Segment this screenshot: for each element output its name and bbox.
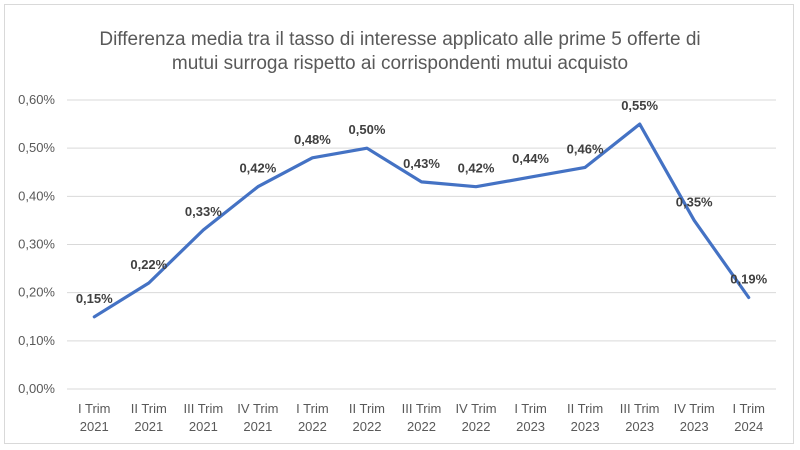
y-axis-ticks: 0,00% 0,10% 0,20% 0,30% 0,40% 0,50% 0,60% [18, 92, 55, 396]
series-layer [92, 122, 751, 319]
data-label: 0,35% [676, 194, 713, 209]
data-labels: 0,15% 0,22% 0,33% 0,42% 0,48% 0,50% 0,43% 0,42%… [76, 98, 768, 306]
x-tick-label: II Trim 2023 [567, 401, 603, 434]
y-tick-label: 0,30% [18, 237, 55, 252]
y-tick-label: 0,40% [18, 188, 55, 203]
x-tick-label: IV Trim 2021 [237, 401, 278, 434]
x-tick-label: IV Trim 2023 [674, 401, 715, 434]
x-tick-label: II Trim 2022 [349, 401, 385, 434]
data-label: 0,44% [512, 151, 549, 166]
series-line [92, 122, 751, 319]
chart-title-line-1: Differenza media tra il tasso di interes… [99, 29, 701, 50]
chart-title-line-2: mutui surroga rispetto ai corrispondenti… [171, 53, 629, 74]
data-label: 0,22% [130, 257, 167, 272]
y-tick-label: 0,20% [18, 285, 55, 300]
x-tick-label: I Trim 2023 [514, 401, 547, 434]
data-label: 0,19% [730, 271, 767, 286]
data-label: 0,42% [239, 161, 276, 176]
data-label: 0,15% [76, 291, 113, 306]
y-tick-label: 0,50% [18, 140, 55, 155]
x-tick-label: III Trim 2023 [620, 401, 660, 434]
x-tick-label: II Trim 2021 [131, 401, 167, 434]
data-label: 0,55% [621, 98, 658, 113]
y-tick-label: 0,60% [18, 92, 55, 107]
chart-title: Differenza media tra il tasso di interes… [0, 28, 800, 76]
x-tick-label: I Trim 2021 [78, 401, 111, 434]
data-label: 0,33% [185, 204, 222, 219]
data-label: 0,42% [458, 161, 495, 176]
data-label: 0,48% [294, 132, 331, 147]
data-label: 0,43% [403, 156, 440, 171]
x-tick-label: I Trim 2024 [732, 401, 765, 434]
data-label: 0,46% [567, 141, 604, 156]
x-tick-label: I Trim 2022 [296, 401, 329, 434]
x-tick-label: IV Trim 2022 [455, 401, 496, 434]
y-tick-label: 0,00% [18, 381, 55, 396]
y-tick-label: 0,10% [18, 333, 55, 348]
x-axis-ticks: I Trim 2021 II Trim 2021 III Trim 2021 IV Trim… [78, 401, 765, 434]
x-tick-label: III Trim 2021 [183, 401, 223, 434]
gridlines [67, 99, 776, 390]
x-tick-label: III Trim 2022 [402, 401, 442, 434]
data-label: 0,50% [349, 122, 386, 137]
chart-frame [4, 4, 794, 444]
